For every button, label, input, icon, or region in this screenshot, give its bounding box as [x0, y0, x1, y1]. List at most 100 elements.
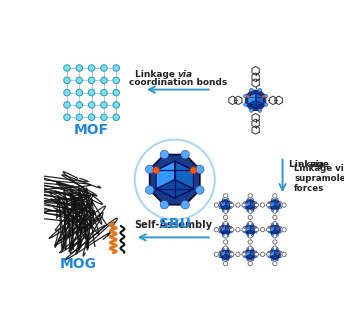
Polygon shape: [248, 93, 256, 104]
Circle shape: [270, 202, 271, 204]
Circle shape: [222, 198, 224, 200]
Circle shape: [280, 206, 281, 208]
Circle shape: [273, 246, 277, 250]
Text: coordination bonds: coordination bonds: [129, 78, 227, 87]
Text: Self-Assembly: Self-Assembly: [134, 220, 212, 230]
Polygon shape: [221, 254, 230, 259]
Circle shape: [113, 65, 119, 71]
Circle shape: [230, 226, 232, 228]
Circle shape: [181, 150, 189, 159]
Circle shape: [268, 256, 270, 258]
Circle shape: [244, 94, 247, 98]
Text: SBU: SBU: [159, 217, 191, 231]
Circle shape: [221, 251, 222, 253]
Circle shape: [221, 227, 222, 228]
Circle shape: [181, 201, 189, 209]
Circle shape: [270, 227, 271, 228]
Circle shape: [222, 259, 224, 261]
Circle shape: [113, 89, 119, 96]
Circle shape: [267, 203, 271, 207]
Circle shape: [260, 252, 265, 256]
Circle shape: [160, 150, 169, 159]
Circle shape: [251, 259, 254, 261]
Circle shape: [247, 259, 249, 261]
Circle shape: [271, 198, 273, 200]
Circle shape: [88, 114, 95, 121]
Circle shape: [101, 114, 107, 121]
Circle shape: [248, 209, 252, 213]
Circle shape: [101, 65, 107, 71]
Circle shape: [222, 248, 224, 250]
Circle shape: [229, 252, 234, 256]
Polygon shape: [175, 161, 193, 189]
Circle shape: [245, 251, 247, 253]
Polygon shape: [245, 224, 256, 235]
Circle shape: [262, 95, 265, 98]
Circle shape: [247, 198, 249, 200]
Polygon shape: [246, 205, 255, 209]
Polygon shape: [221, 230, 230, 234]
Circle shape: [113, 77, 119, 84]
Polygon shape: [246, 225, 250, 232]
Polygon shape: [221, 225, 226, 232]
Polygon shape: [221, 250, 226, 256]
Circle shape: [247, 210, 249, 212]
Circle shape: [229, 228, 234, 232]
Polygon shape: [256, 93, 263, 104]
Circle shape: [113, 102, 119, 108]
Circle shape: [247, 223, 249, 225]
Circle shape: [219, 251, 221, 253]
Circle shape: [255, 226, 257, 228]
Circle shape: [223, 209, 228, 213]
Circle shape: [273, 261, 277, 266]
Circle shape: [248, 194, 252, 198]
Polygon shape: [271, 201, 275, 207]
Circle shape: [229, 202, 230, 204]
Polygon shape: [250, 250, 255, 256]
Polygon shape: [245, 199, 256, 211]
Polygon shape: [271, 225, 275, 232]
Circle shape: [76, 114, 83, 121]
Circle shape: [236, 252, 240, 256]
Circle shape: [223, 221, 228, 226]
Circle shape: [248, 234, 252, 238]
Circle shape: [230, 206, 232, 208]
Circle shape: [254, 251, 255, 253]
Polygon shape: [220, 249, 231, 260]
Circle shape: [278, 227, 280, 228]
Circle shape: [248, 215, 252, 219]
Polygon shape: [275, 250, 279, 256]
Circle shape: [244, 103, 247, 106]
Circle shape: [271, 259, 273, 261]
Circle shape: [230, 256, 232, 258]
Circle shape: [214, 228, 218, 232]
Circle shape: [88, 77, 95, 84]
Circle shape: [251, 198, 254, 200]
Circle shape: [88, 102, 95, 108]
Circle shape: [227, 198, 229, 200]
Circle shape: [268, 202, 270, 204]
Circle shape: [273, 215, 277, 219]
Circle shape: [251, 234, 254, 236]
Circle shape: [247, 234, 249, 236]
Circle shape: [223, 215, 228, 219]
Circle shape: [255, 206, 257, 208]
Circle shape: [219, 256, 221, 258]
Circle shape: [255, 231, 257, 233]
Text: supramolecular: supramolecular: [294, 174, 344, 183]
Circle shape: [278, 202, 280, 204]
Polygon shape: [246, 201, 250, 207]
Circle shape: [227, 234, 229, 236]
Polygon shape: [226, 250, 230, 256]
Circle shape: [280, 251, 281, 253]
Circle shape: [101, 102, 107, 108]
Polygon shape: [220, 224, 231, 235]
Circle shape: [88, 89, 95, 96]
Text: via: via: [310, 160, 325, 169]
Circle shape: [245, 202, 247, 204]
Circle shape: [222, 210, 224, 212]
Polygon shape: [271, 230, 279, 234]
Circle shape: [242, 252, 246, 256]
Polygon shape: [271, 250, 275, 256]
Polygon shape: [156, 161, 175, 189]
